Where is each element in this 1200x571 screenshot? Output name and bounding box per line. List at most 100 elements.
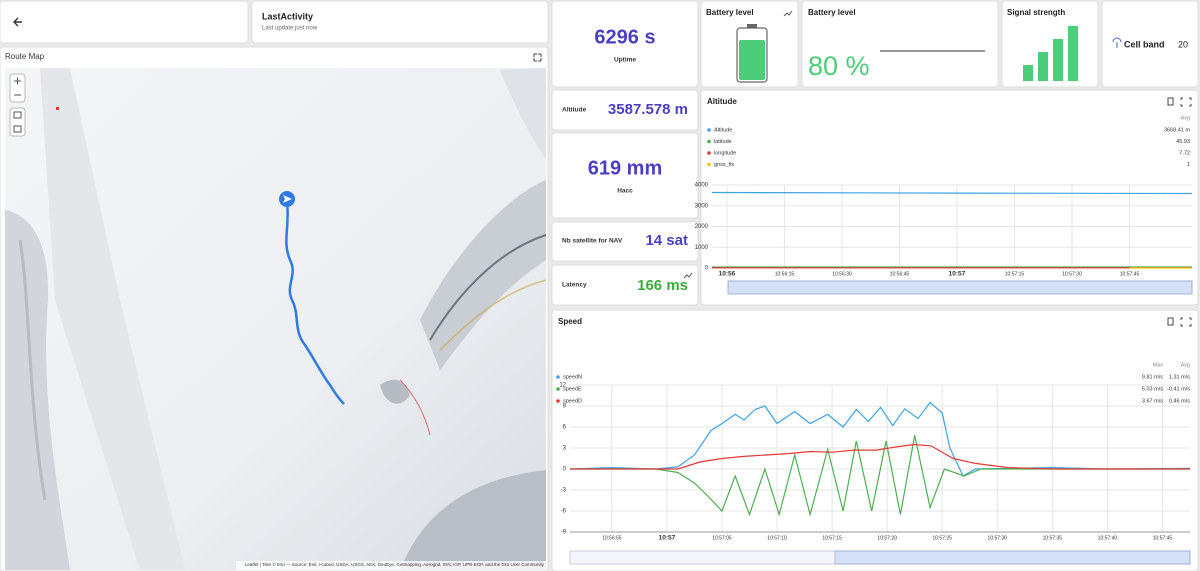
- x-tick-label: 10:56:30: [832, 271, 852, 277]
- satellite-card: [551, 221, 699, 262]
- back-button[interactable]: [13, 17, 22, 27]
- x-tick-label: 10:57:10: [767, 535, 787, 541]
- battery-value: 80 %: [808, 51, 870, 81]
- legend-name: Altitude: [714, 127, 732, 133]
- latency-value: 166 ms: [637, 277, 688, 294]
- legend-avg: -0.41 m/s: [1167, 386, 1190, 392]
- series-line: [569, 401, 1191, 477]
- cell-band-label: Cell band: [1124, 39, 1165, 49]
- chart-tools[interactable]: [1167, 97, 1192, 327]
- x-tick-label: 10:56:55: [602, 535, 622, 541]
- y-tick-label: 9: [563, 404, 567, 410]
- altitude-label: Altitude: [562, 107, 587, 114]
- y-tick-label: 0: [563, 467, 567, 473]
- trend-icon[interactable]: [783, 10, 793, 17]
- hacc-label: Hacc: [617, 188, 633, 195]
- legend-max: 9.81 m/s: [1142, 374, 1163, 380]
- cell-band-card: [1101, 0, 1199, 88]
- x-tick-label: 10:57:30: [1062, 271, 1082, 277]
- legend-name: latitude: [714, 139, 732, 145]
- y-tick-label: 2000: [695, 224, 709, 230]
- legend-name: gnss_fix: [714, 162, 734, 168]
- signal-bar: [1068, 26, 1078, 81]
- activity-subtitle: Last update just now: [262, 26, 318, 32]
- legend-max: 5.03 m/s: [1142, 386, 1163, 392]
- speed-chart-card: [551, 309, 1199, 571]
- y-tick-label: -9: [561, 530, 567, 536]
- altitude-value: 3587.578 m: [608, 101, 688, 118]
- x-tick-label: 10:56:15: [775, 271, 795, 277]
- legend-dot: [707, 139, 711, 144]
- legend-max-header: Max: [1153, 362, 1164, 368]
- x-tick-label: 10:57:05: [712, 535, 732, 541]
- activity-card: [251, 0, 549, 44]
- signal-bar: [1038, 52, 1048, 81]
- x-tick-label: 10:57:25: [932, 535, 952, 541]
- y-tick-label: 1000: [695, 245, 709, 251]
- x-tick-label: 10:57:35: [1043, 535, 1063, 541]
- latency-card: [551, 264, 699, 306]
- uptime-label: Uptime: [614, 57, 636, 64]
- satellite-value: 14 sat: [645, 232, 688, 249]
- series-line: [570, 435, 1190, 517]
- y-tick-label: 4000: [695, 183, 709, 189]
- legend-avg: 7.72: [1179, 150, 1190, 156]
- legend-dot: [556, 387, 560, 391]
- legend-dot: [707, 151, 711, 155]
- series-line: [570, 443, 1190, 470]
- map-fullscreen[interactable]: [533, 53, 542, 62]
- signal-bar: [1023, 65, 1033, 81]
- zoom-selection: [727, 280, 1193, 295]
- x-tick-label: 10:57:40: [1098, 535, 1118, 541]
- y-tick-label: 3000: [695, 203, 709, 209]
- legend-name: speedN: [563, 374, 582, 380]
- legend-avg: 45.93: [1176, 139, 1190, 145]
- x-tick-label: 10:57:45: [1120, 271, 1140, 277]
- legend-name: speedE: [563, 386, 582, 392]
- zoom-selection: [834, 550, 1191, 565]
- map-title: Route Map: [5, 52, 45, 61]
- legend-dot: [707, 162, 711, 167]
- y-tick-label: 0: [705, 266, 709, 272]
- battery-card: [801, 0, 999, 88]
- uptime-card: [551, 0, 699, 88]
- hacc-card: [551, 132, 699, 219]
- map-attribution: Leaflet | Tiles © Esri — Source: Esri, i…: [245, 561, 545, 567]
- latency-label: Latency: [562, 282, 587, 289]
- altitude-chart-title: Altitude: [707, 97, 737, 106]
- x-tick-label: 10:57:20: [877, 535, 897, 541]
- x-tick-label: 10:57:30: [988, 535, 1008, 541]
- battery-title: Battery level: [808, 8, 856, 17]
- battery-outline: [736, 27, 768, 83]
- speed-chart-title: Speed: [558, 317, 582, 326]
- x-tick-label: 10:57: [659, 535, 676, 542]
- hacc-value: 619 mm: [588, 157, 663, 179]
- antenna-icon: [1112, 37, 1122, 48]
- satellite-label: Nb satellite for NAV: [562, 238, 623, 245]
- legend-dot: [707, 128, 711, 132]
- legend-avg-header: Avg: [1181, 115, 1190, 121]
- signal-bar: [1053, 39, 1063, 81]
- uptime-value: 6296 s: [594, 26, 655, 48]
- legend-avg: 1.31 m/s: [1169, 374, 1190, 380]
- y-tick-label: 12: [559, 383, 566, 389]
- legend-avg: 3668.41 m: [1164, 127, 1190, 133]
- legend-avg-header: Avg: [1181, 362, 1190, 368]
- x-tick-label: 10:56: [719, 271, 736, 278]
- series-line: [711, 191, 1193, 195]
- activity-title: LastActivity: [262, 11, 313, 21]
- y-tick-label: -3: [561, 488, 567, 494]
- legend-avg: 1: [1187, 162, 1190, 168]
- legend-avg: 0.46 m/s: [1169, 398, 1190, 404]
- altitude-card: [551, 89, 699, 131]
- y-tick-label: 3: [563, 446, 567, 452]
- map[interactable]: [5, 68, 547, 570]
- legend-dot: [556, 375, 560, 379]
- altitude-chart-card: [700, 89, 1199, 306]
- battery-cap: [747, 24, 757, 28]
- legend-dot: [556, 399, 560, 403]
- signal-title: Signal strength: [1007, 8, 1065, 17]
- legend-name: longitude: [714, 150, 736, 156]
- trend-icon[interactable]: [683, 272, 693, 279]
